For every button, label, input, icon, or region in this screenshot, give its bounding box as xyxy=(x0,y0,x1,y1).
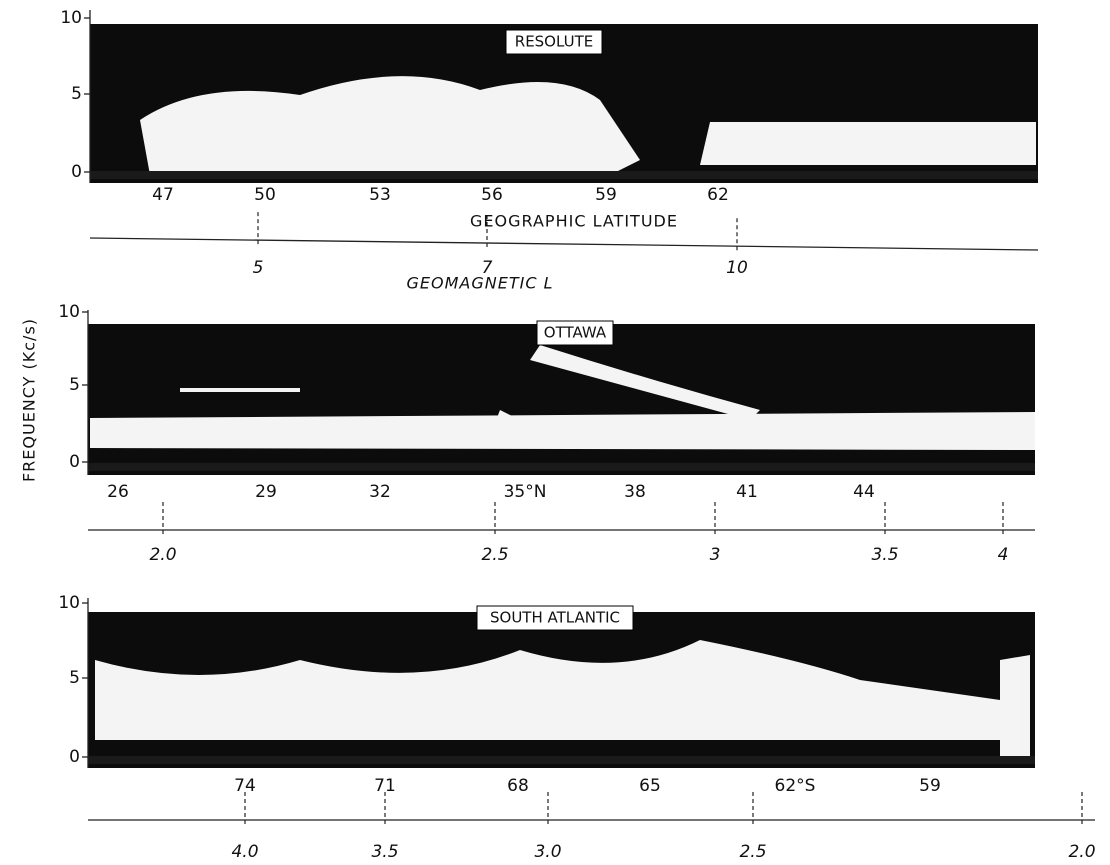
latitude-tick-label: 47 xyxy=(152,185,174,205)
latitude-tick-label: 53 xyxy=(369,185,391,205)
latitude-tick-label: 35°N xyxy=(504,482,547,502)
latitude-tick-label: 44 xyxy=(853,482,875,502)
latitude-tick-label: 59 xyxy=(919,776,941,796)
panel-title: RESOLUTE xyxy=(515,33,593,51)
y-tick-label: 10 xyxy=(58,302,80,322)
spectrogram-gap xyxy=(530,345,760,420)
l-tick-label: 7 xyxy=(482,258,493,278)
latitude-tick-label: 56 xyxy=(481,185,503,205)
noise-band xyxy=(90,171,1038,179)
l-tick-label: 4.0 xyxy=(231,842,258,862)
latitude-tick-label: 38 xyxy=(624,482,646,502)
latitude-tick-label: 62°S xyxy=(775,776,816,796)
panel-title-box xyxy=(476,605,634,631)
l-label: GEOMAGNETIC L xyxy=(407,274,554,293)
l-tick-label: 2.0 xyxy=(1068,842,1095,862)
noise-band xyxy=(88,756,1035,764)
spectrogram-gap xyxy=(1000,655,1030,760)
latitude-tick-label: 71 xyxy=(374,776,396,796)
latitude-label: GEOGRAPHIC LATITUDE xyxy=(470,212,678,231)
latitude-tick-label: 68 xyxy=(507,776,529,796)
panel-title: SOUTH ATLANTIC xyxy=(490,609,620,627)
l-tick-label: 3.5 xyxy=(871,545,898,565)
spectrogram-gap xyxy=(700,122,1036,165)
l-tick-label: 4 xyxy=(998,545,1009,565)
latitude-tick-label: 74 xyxy=(234,776,256,796)
spectrogram xyxy=(88,324,1035,475)
latitude-tick-label: 41 xyxy=(736,482,758,502)
latitude-tick-label: 26 xyxy=(107,482,129,502)
latitude-tick-label: 50 xyxy=(254,185,276,205)
panel-title-box xyxy=(505,29,603,55)
latitude-tick-label: 65 xyxy=(639,776,661,796)
noise-band xyxy=(88,463,1035,471)
l-tick-label: 2.0 xyxy=(149,545,176,565)
l-axis xyxy=(89,237,1039,251)
y-tick-label: 10 xyxy=(60,8,82,28)
y-axis-label: FREQUENCY (Kc/s) xyxy=(20,318,39,482)
spectrogram-gap xyxy=(200,150,620,158)
l-tick-label: 3 xyxy=(710,545,721,565)
spectrogram-gap xyxy=(95,640,1000,740)
panel-title-box xyxy=(536,320,614,346)
y-tick-label: 5 xyxy=(69,375,80,395)
l-tick-label: 10 xyxy=(726,258,748,278)
y-tick-label: 5 xyxy=(69,668,80,688)
latitude-tick-label: 29 xyxy=(255,482,277,502)
latitude-tick-label: 59 xyxy=(595,185,617,205)
y-tick-label: 5 xyxy=(71,84,82,104)
y-tick-label: 0 xyxy=(69,452,80,472)
l-tick-label: 2.5 xyxy=(481,545,508,565)
latitude-tick-label: 62 xyxy=(707,185,729,205)
l-tick-label: 2.5 xyxy=(739,842,766,862)
l-tick-label: 3.5 xyxy=(371,842,398,862)
y-tick-label: 0 xyxy=(69,747,80,767)
l-tick-label: 5 xyxy=(253,258,264,278)
y-tick-label: 10 xyxy=(58,593,80,613)
panel-title: OTTAWA xyxy=(544,324,607,342)
latitude-tick-label: 32 xyxy=(369,482,391,502)
l-tick-label: 3.0 xyxy=(534,842,561,862)
spectrogram-gap xyxy=(180,388,300,392)
y-tick-label: 0 xyxy=(71,162,82,182)
spectrogram-gap xyxy=(490,410,700,438)
